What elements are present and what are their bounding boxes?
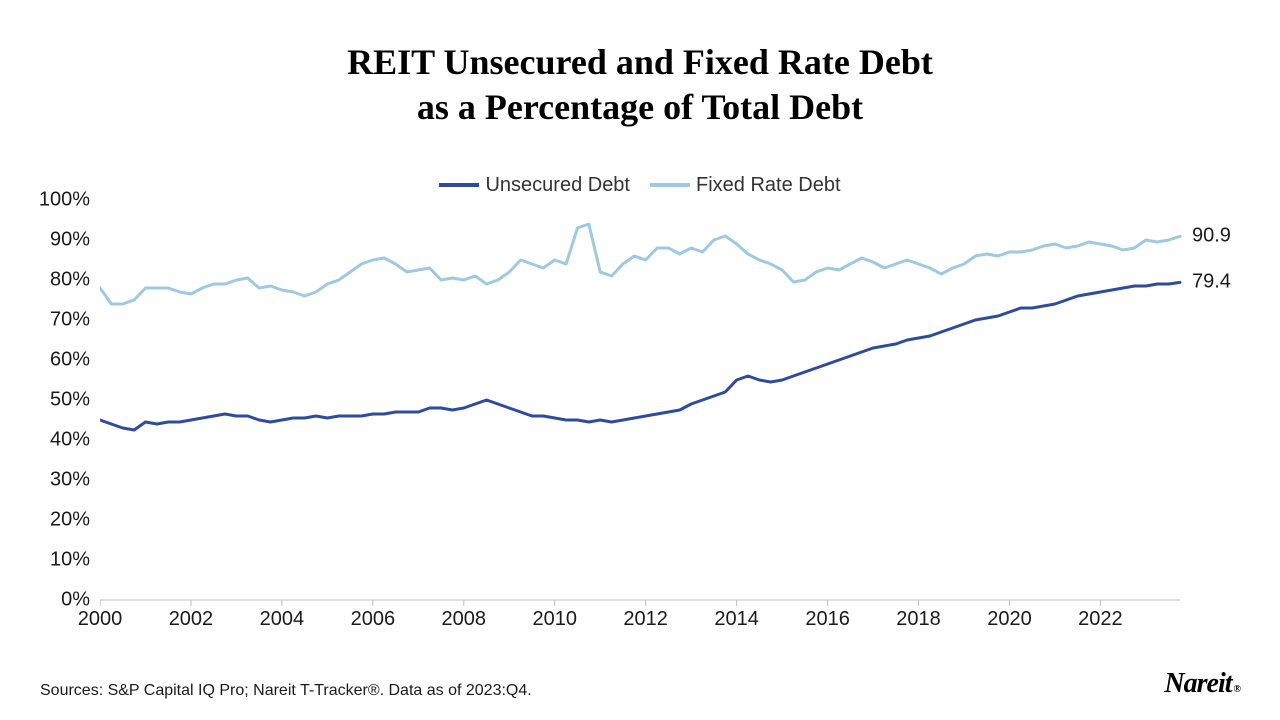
series-line [100, 282, 1180, 430]
y-tick-label: 80% [30, 269, 90, 292]
brand-logo: Nareit® [1164, 668, 1240, 700]
y-tick-label: 40% [30, 429, 90, 452]
y-tick-label: 30% [30, 469, 90, 492]
x-tick-label: 2000 [78, 608, 123, 631]
x-tick-label: 2012 [623, 608, 668, 631]
x-tick-label: 2010 [532, 608, 577, 631]
chart-container: REIT Unsecured and Fixed Rate Debt as a … [0, 0, 1280, 720]
y-tick-label: 60% [30, 349, 90, 372]
x-tick-label: 2016 [805, 608, 850, 631]
y-tick-label: 70% [30, 309, 90, 332]
y-tick-label: 50% [30, 389, 90, 412]
legend-swatch [650, 183, 690, 187]
x-tick-label: 2014 [714, 608, 759, 631]
footer: Sources: S&P Capital IQ Pro; Nareit T-Tr… [40, 668, 1240, 700]
legend-item: Unsecured Debt [439, 174, 630, 197]
legend-label: Fixed Rate Debt [696, 174, 841, 197]
y-tick-label: 10% [30, 549, 90, 572]
y-tick-label: 90% [30, 229, 90, 252]
x-tick-label: 2004 [260, 608, 305, 631]
y-tick-label: 20% [30, 509, 90, 532]
legend: Unsecured Debt Fixed Rate Debt [0, 170, 1280, 197]
x-tick-label: 2008 [442, 608, 487, 631]
legend-item: Fixed Rate Debt [650, 174, 841, 197]
legend-swatch [439, 183, 479, 187]
series-end-label: 79.4 [1192, 271, 1231, 294]
x-tick-label: 2006 [351, 608, 396, 631]
x-tick-label: 2020 [987, 608, 1032, 631]
legend-label: Unsecured Debt [485, 174, 630, 197]
y-tick-label: 100% [30, 189, 90, 212]
brand-text: Nareit [1164, 668, 1231, 699]
x-tick-label: 2002 [169, 608, 214, 631]
title-line-2: as a Percentage of Total Debt [417, 87, 863, 127]
brand-dot: ® [1234, 684, 1240, 695]
series-end-label: 90.9 [1192, 225, 1231, 248]
series-line [100, 224, 1180, 304]
plot-area [100, 200, 1280, 660]
source-text: Sources: S&P Capital IQ Pro; Nareit T-Tr… [40, 682, 532, 700]
title-line-1: REIT Unsecured and Fixed Rate Debt [347, 42, 933, 82]
chart-title: REIT Unsecured and Fixed Rate Debt as a … [0, 40, 1280, 130]
x-tick-label: 2022 [1078, 608, 1123, 631]
x-tick-label: 2018 [896, 608, 941, 631]
